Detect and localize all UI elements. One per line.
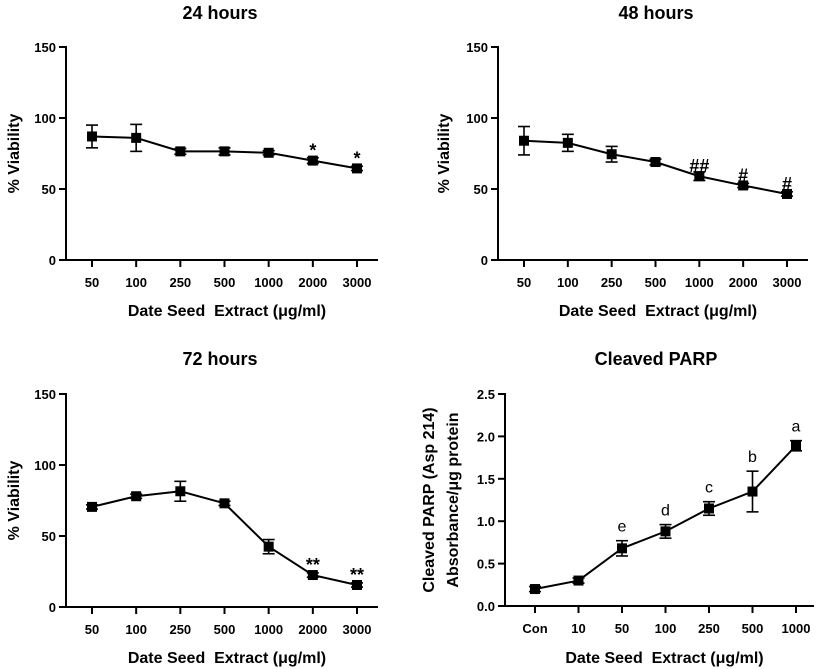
x-tick-label: 50 [85,275,99,290]
chart-2: 48 hours 0 50 100 150 50 100 250 500 1000 2000 3000… [436,3,808,320]
y-tick-label: 2.5 [477,387,495,402]
y-tick-label: 0 [49,600,56,615]
data-point [661,526,671,536]
data-point [791,441,801,451]
y-tick-label: 0.5 [477,557,495,572]
y-axis-label: % Viability [6,461,23,541]
significance-annotation: # [738,165,748,185]
y-axis-label-2: Absorbance/μg protein [445,412,462,587]
chart-1: 24 hours 0 50 100 150 50 100 250 500 1000 2000 3000… [6,3,378,320]
data-point [530,584,540,594]
x-tick-label: 10 [571,621,585,636]
x-tick-label: 1000 [685,275,714,290]
significance-annotation: e [618,519,627,536]
y-axis-label: Cleaved PARP (Asp 214) [421,407,438,592]
chart-title: Cleaved PARP [595,349,718,369]
x-tick-label: 50 [517,275,531,290]
x-tick-label: 3000 [343,622,372,637]
x-axis-label: Date Seed Extract (μg/ml) [565,650,763,667]
x-tick-label: 250 [601,275,623,290]
x-tick-label: 1000 [254,275,283,290]
x-tick-label: 100 [125,622,147,637]
data-point [617,543,627,553]
significance-annotation: c [705,480,713,497]
data-point [264,148,274,158]
chart-3: 72 hours 0 50 100 150 50 100 250 500 1000 2000 3000… [6,349,378,667]
y-tick-label: 50 [42,182,56,197]
data-point [264,542,274,552]
y-tick-label: 150 [34,40,56,55]
x-tick-label: 1000 [782,621,811,636]
significance-annotation: d [661,503,670,520]
y-axis-label: % Viability [436,114,453,194]
significance-annotation: a [792,419,801,436]
figure: 24 hours05010015050 100 250 500 1000 2000 3000… [0,0,829,669]
chart-title: 24 hours [182,3,257,23]
y-tick-label: 0.0 [477,599,495,614]
significance-annotation: # [782,174,792,194]
y-tick-label: 150 [34,387,56,402]
chart-4: Cleaved PARP 0.0 0.5 1.0 1.5 2.0 2.5 Con 10 50 100… [421,349,814,667]
x-tick-label: 500 [214,622,236,637]
x-tick-label: 100 [557,275,579,290]
x-axis-label: Date Seed Extract (μg/ml) [128,650,326,667]
data-point [175,486,185,496]
x-tick-label: 50 [85,622,99,637]
data-point [87,502,97,512]
y-axis-label: % Viability [6,114,23,194]
x-tick-label: 250 [698,621,720,636]
chart-title: 48 hours [618,3,693,23]
significance-annotation: * [309,141,316,161]
data-point [704,503,714,513]
x-tick-label: Con [522,621,547,636]
y-tick-label: 0 [481,253,488,268]
y-tick-label: 50 [474,182,488,197]
y-tick-label: 2.0 [477,429,495,444]
x-tick-label: 500 [742,621,764,636]
y-tick-label: 1.5 [477,472,495,487]
x-tick-label: 2000 [298,275,327,290]
x-tick-label: 3000 [343,275,372,290]
chart-title: 72 hours [182,349,257,369]
x-axis-label: Date Seed Extract (μg/ml) [559,303,757,320]
x-tick-label: 250 [169,275,191,290]
x-tick-label: 500 [645,275,667,290]
x-tick-label: 100 [655,621,677,636]
data-point [87,131,97,141]
significance-annotation: ## [689,156,709,176]
data-point [220,498,230,508]
data-point [131,491,141,501]
significance-annotation: ** [306,555,320,575]
y-tick-label: 100 [34,111,56,126]
x-axis-label: Date Seed Extract (μg/ml) [128,303,326,320]
y-tick-label: 150 [466,40,488,55]
x-tick-label: 2000 [729,275,758,290]
y-tick-label: 1.0 [477,514,495,529]
y-tick-label: 50 [42,529,56,544]
x-tick-label: 250 [169,622,191,637]
data-point [175,146,185,156]
x-tick-label: 100 [125,275,147,290]
y-tick-label: 100 [466,111,488,126]
y-tick-label: 100 [34,458,56,473]
significance-annotation: b [748,449,757,466]
y-tick-label: 0 [49,253,56,268]
x-tick-label: 2000 [298,622,327,637]
data-point [574,576,584,586]
significance-annotation: * [353,148,360,168]
data-point [607,149,617,159]
data-point [651,157,661,167]
data-point [748,487,758,497]
data-point [519,136,529,146]
data-point [220,146,230,156]
x-tick-label: 1000 [254,622,283,637]
x-tick-label: 50 [615,621,629,636]
x-tick-label: 500 [214,275,236,290]
data-point [563,138,573,148]
significance-annotation: ** [350,565,364,585]
data-point [131,133,141,143]
x-tick-label: 3000 [773,275,802,290]
